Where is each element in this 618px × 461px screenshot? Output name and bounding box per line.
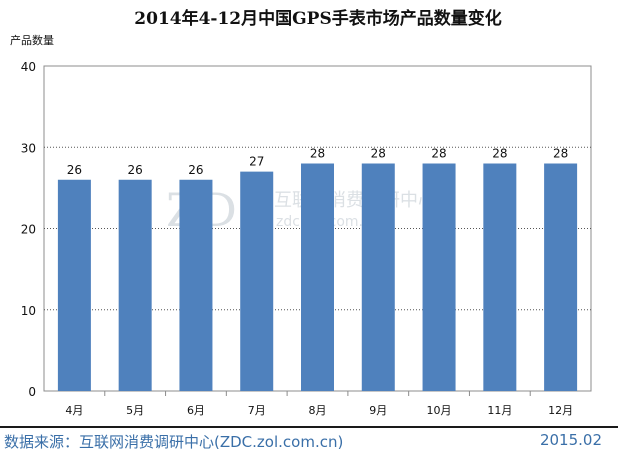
data-label: 26 (188, 163, 203, 177)
data-label: 28 (553, 147, 568, 161)
x-tick-label: 12月 (548, 404, 573, 417)
x-tick-label: 4月 (65, 404, 83, 417)
y-tick-label: 30 (21, 141, 36, 155)
bar (544, 163, 578, 391)
bar-chart: 2014年4-12月中国GPS手表市场产品数量变化 产品数量 0 10 20 30 40… (10, 8, 592, 417)
data-label: 28 (492, 147, 507, 161)
bar (301, 163, 334, 391)
x-tick-label: 7月 (248, 404, 266, 417)
y-tick-label: 40 (21, 60, 36, 74)
bar (240, 171, 274, 391)
x-tick-label: 11月 (487, 404, 512, 417)
bars (57, 163, 578, 391)
x-axis-ticks: 4月 5月 6月 7月 8月 9月 10月 11月 12月 (65, 391, 573, 417)
bar (179, 179, 213, 391)
data-label: 28 (431, 147, 446, 161)
y-axis-label: 产品数量 (10, 33, 54, 47)
chart-title: 2014年4-12月中国GPS手表市场产品数量变化 (134, 8, 501, 29)
y-tick-label: 20 (21, 223, 36, 237)
report-date: 2015.02 (539, 431, 602, 449)
bar (422, 163, 456, 391)
x-tick-label: 6月 (187, 404, 205, 417)
x-tick-label: 9月 (369, 404, 387, 417)
footer-divider (0, 426, 618, 428)
x-tick-label: 5月 (126, 404, 144, 417)
data-source-note: 数据来源：互联网消费调研中心(ZDC.zol.com.cn) (4, 433, 344, 451)
data-label: 27 (249, 155, 264, 169)
y-tick-label: 10 (21, 304, 36, 318)
data-label: 26 (67, 163, 82, 177)
watermark-name: 互联网消费调研中心 (274, 190, 436, 211)
y-tick-label: 0 (28, 385, 36, 399)
data-label: 28 (310, 147, 325, 161)
data-label: 26 (128, 163, 143, 177)
data-label: 28 (371, 147, 386, 161)
bar (361, 163, 395, 391)
y-axis-ticks: 0 10 20 30 40 (21, 60, 36, 399)
x-tick-label: 10月 (427, 404, 452, 417)
data-labels: 26 26 26 27 28 28 28 28 28 (67, 147, 569, 177)
x-tick-label: 8月 (309, 404, 327, 417)
bar (483, 163, 517, 391)
bar (57, 179, 91, 391)
bar (118, 179, 152, 391)
